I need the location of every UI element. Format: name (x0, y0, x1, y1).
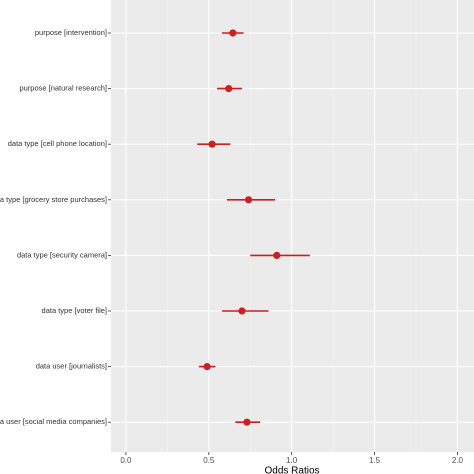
point-estimate (208, 140, 216, 148)
point-estimate (244, 196, 253, 204)
y-tick-label: data type [security camera] (17, 250, 107, 259)
y-tick-label: purpose [natural research] (19, 84, 107, 93)
y-tick-label: data type [grocery store purchases] (0, 195, 107, 204)
point-estimate (225, 85, 233, 93)
panel (111, 0, 474, 452)
y-tick-label: data user [journalists] (36, 362, 107, 371)
point-estimate (273, 251, 281, 259)
point-estimate (203, 363, 211, 371)
x-tick-label: 1.5 (369, 456, 381, 465)
point-estimate (238, 307, 246, 315)
point-estimate (229, 29, 237, 37)
y-tick-label: data type [voter file] (42, 306, 107, 315)
y-tick-label: data type [cell phone location] (8, 139, 107, 148)
x-axis-title: Odds Ratios (264, 466, 319, 474)
x-tick-label: 1.0 (286, 456, 298, 465)
x-tick-label: 0.5 (203, 456, 215, 465)
y-tick-label: purpose [intervention] (35, 28, 107, 37)
y-tick-label: data user [social media companies] (0, 417, 107, 426)
point-estimate (243, 418, 251, 426)
x-tick-label: 0.0 (120, 456, 132, 465)
x-tick-label: 2.0 (452, 456, 464, 465)
